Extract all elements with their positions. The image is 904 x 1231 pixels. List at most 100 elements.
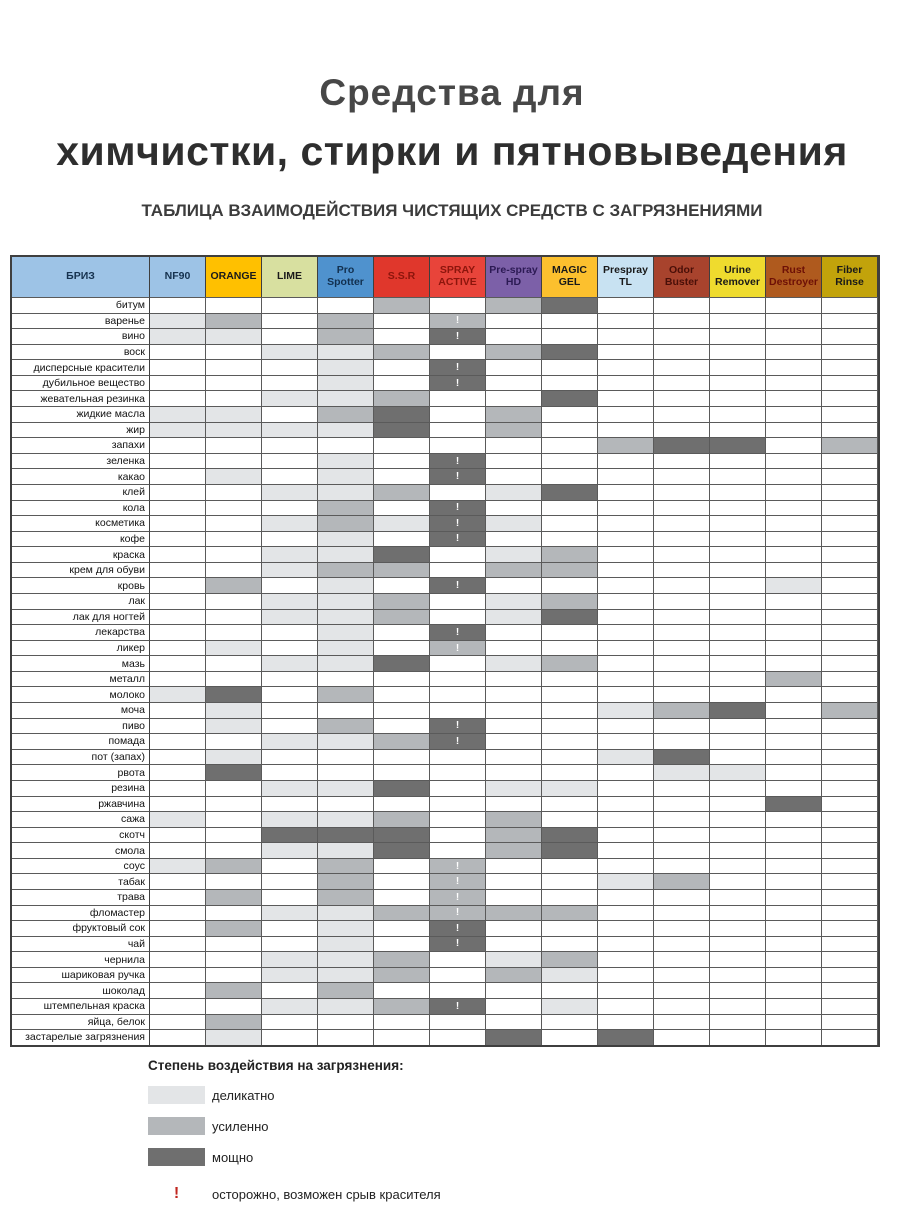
- grid-cell: [374, 779, 430, 796]
- grid-cell: [206, 374, 262, 391]
- grid-cell: [150, 468, 206, 484]
- grid-cell: [318, 577, 374, 593]
- grid-cell: [822, 733, 878, 749]
- grid-cell: [206, 702, 262, 718]
- grid-cell: [654, 530, 710, 547]
- grid-cell: [766, 483, 822, 500]
- grid-cell: [654, 842, 710, 858]
- grid-cell: [822, 670, 878, 687]
- grid-cell: [542, 499, 598, 516]
- grid-cell: [486, 437, 542, 453]
- grid-cell: [822, 592, 878, 609]
- grid-cell: [318, 297, 374, 313]
- grid-cell: [822, 982, 878, 999]
- grid-cell: [206, 717, 262, 734]
- grid-cell: [374, 857, 430, 874]
- grid-cell: [206, 639, 262, 656]
- grid-cell: [766, 468, 822, 484]
- grid-cell: [374, 795, 430, 812]
- grid-cell: [598, 764, 654, 780]
- grid-cell: [150, 421, 206, 438]
- grid-cell: [150, 764, 206, 780]
- row-label: пиво: [12, 717, 150, 734]
- row-label: крем для обуви: [12, 561, 150, 578]
- grid-cell: [150, 343, 206, 360]
- row-label: дисперсные красители: [12, 359, 150, 375]
- grid-cell: [766, 904, 822, 921]
- grid-cell: [150, 670, 206, 687]
- grid-cell: [318, 624, 374, 640]
- grid-cell: [318, 998, 374, 1014]
- grid-cell: !: [430, 530, 486, 547]
- grid-cell: [430, 1013, 486, 1030]
- grid-cell: [598, 826, 654, 843]
- grid-cell: [318, 873, 374, 889]
- grid-cell: [430, 421, 486, 438]
- grid-cell: !: [430, 577, 486, 593]
- grid-cell: [318, 1029, 374, 1045]
- column-header: NF90: [150, 257, 206, 297]
- grid-cell: [822, 452, 878, 469]
- legend-label: усиленно: [212, 1118, 269, 1134]
- grid-cell: [374, 966, 430, 983]
- grid-cell: [710, 592, 766, 609]
- grid-cell: [262, 655, 318, 671]
- grid-cell: [766, 811, 822, 827]
- grid-cell: [766, 779, 822, 796]
- corner-header-brand: БРИЗ: [12, 257, 150, 297]
- row-label: помада: [12, 733, 150, 749]
- grid-cell: [598, 857, 654, 874]
- grid-cell: [542, 888, 598, 905]
- row-label: жир: [12, 421, 150, 438]
- grid-cell: [262, 515, 318, 531]
- grid-cell: [710, 686, 766, 703]
- grid-cell: [710, 857, 766, 874]
- grid-cell: [654, 515, 710, 531]
- grid-cell: [710, 406, 766, 422]
- grid-cell: [430, 343, 486, 360]
- grid-cell: [206, 920, 262, 936]
- row-label: ржавчина: [12, 795, 150, 812]
- grid-cell: !: [430, 499, 486, 516]
- legend-swatch: [148, 1148, 205, 1166]
- grid-cell: [654, 779, 710, 796]
- grid-cell: [598, 904, 654, 921]
- grid-cell: [486, 483, 542, 500]
- grid-cell: [822, 904, 878, 921]
- grid-cell: [822, 561, 878, 578]
- grid-cell: [150, 904, 206, 921]
- grid-cell: [822, 359, 878, 375]
- legend-label: мощно: [212, 1149, 254, 1165]
- grid-cell: [822, 857, 878, 874]
- grid-cell: [374, 483, 430, 500]
- grid-cell: [262, 951, 318, 967]
- grid-cell: [598, 998, 654, 1014]
- grid-cell: [150, 935, 206, 952]
- grid-cell: [598, 312, 654, 329]
- grid-cell: !: [430, 888, 486, 905]
- grid-cell: [430, 779, 486, 796]
- grid-cell: [710, 888, 766, 905]
- grid-cell: [206, 624, 262, 640]
- grid-cell: [374, 935, 430, 952]
- grid-cell: [374, 452, 430, 469]
- grid-cell: [598, 592, 654, 609]
- grid-cell: [598, 515, 654, 531]
- grid-cell: [542, 592, 598, 609]
- grid-cell: [486, 530, 542, 547]
- grid-cell: [654, 748, 710, 765]
- grid-cell: !: [430, 312, 486, 329]
- grid-cell: [822, 624, 878, 640]
- grid-cell: [262, 873, 318, 889]
- grid-cell: [654, 686, 710, 703]
- grid-cell: [822, 374, 878, 391]
- grid-cell: [654, 359, 710, 375]
- grid-cell: [150, 328, 206, 344]
- grid-cell: [654, 717, 710, 734]
- grid-cell: [486, 764, 542, 780]
- grid-cell: [374, 359, 430, 375]
- row-label: дубильное вещество: [12, 374, 150, 391]
- grid-cell: [430, 390, 486, 407]
- grid-cell: [766, 499, 822, 516]
- grid-cell: [206, 437, 262, 453]
